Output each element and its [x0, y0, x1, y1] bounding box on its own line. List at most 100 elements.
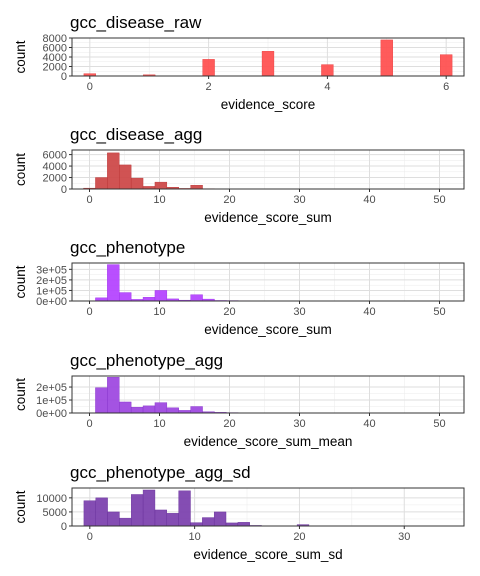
- y-tick-label: 5000: [43, 507, 67, 519]
- x-tick-label: 30: [293, 306, 305, 318]
- histogram-bar: [119, 292, 132, 302]
- x-tick-label: 50: [433, 194, 445, 206]
- histogram-bar: [261, 51, 275, 77]
- histogram-bar: [130, 406, 144, 414]
- x-tick-label: 40: [363, 306, 375, 318]
- x-tick-label: 10: [153, 306, 165, 318]
- x-tick-label: 50: [433, 418, 445, 430]
- x-tick-label: 6: [443, 81, 449, 93]
- y-tick-label: 0: [61, 184, 67, 196]
- x-tick-label: 20: [223, 418, 235, 430]
- x-tick-label: 0: [87, 531, 93, 543]
- y-tick-label: 3e+05: [36, 264, 67, 276]
- panel-border: [71, 262, 465, 302]
- x-tick-label: 0: [86, 306, 92, 318]
- histogram-bar: [440, 54, 453, 77]
- x-tick-label: 50: [433, 306, 445, 318]
- histogram-bar: [107, 377, 120, 414]
- panel-title: gcc_phenotype_agg_sd: [70, 463, 251, 482]
- histogram-bar: [130, 177, 144, 190]
- histogram-bar: [380, 39, 393, 77]
- histogram-bar: [190, 406, 203, 414]
- x-axis-label: evidence_score_sum_sd: [193, 547, 342, 562]
- y-axis-label: count: [13, 153, 28, 186]
- histogram-bar: [190, 294, 203, 302]
- y-axis-label: count: [13, 265, 28, 298]
- histogram-bar: [119, 517, 132, 527]
- x-tick-label: 0: [86, 418, 92, 430]
- histogram-bar: [202, 517, 215, 527]
- histogram-bar: [95, 497, 108, 527]
- y-tick-label: 2000: [43, 62, 67, 74]
- panel-title: gcc_phenotype_agg: [70, 351, 223, 370]
- y-tick-label: 2000: [43, 173, 67, 185]
- panel-border: [71, 149, 465, 190]
- x-tick-label: 0: [87, 81, 93, 93]
- x-tick-label: 0: [86, 194, 92, 206]
- y-tick-label: 10000: [36, 493, 67, 505]
- x-axis-label: evidence_score_sum: [204, 322, 332, 337]
- histogram-bar: [142, 297, 156, 302]
- histogram-bar: [95, 387, 108, 414]
- panel-5: gcc_phenotype_agg_sd 0 10 20 30 0 5000 10000 evi…: [13, 463, 465, 562]
- x-tick-label: 40: [363, 418, 375, 430]
- histogram-bar: [142, 489, 156, 527]
- x-tick-label: 40: [363, 194, 375, 206]
- panel-3: gcc_phenotype 0 10 20 30 40 50 0e+001e+052e+053…: [13, 238, 465, 337]
- histogram-bar: [321, 64, 334, 77]
- x-tick-label: 30: [293, 418, 305, 430]
- histogram-bar: [237, 522, 250, 527]
- histogram-bar: [142, 405, 156, 414]
- x-tick-label: 20: [223, 306, 235, 318]
- histogram-bar: [166, 407, 179, 414]
- histogram-bar: [178, 490, 191, 527]
- panel-title: gcc_phenotype: [70, 238, 185, 257]
- y-tick-label: 2e+05: [36, 382, 67, 394]
- y-tick-label: 0: [61, 71, 67, 83]
- y-tick-label: 4000: [43, 52, 67, 64]
- plot-background: [72, 376, 464, 413]
- y-tick-label: 2e+05: [36, 275, 67, 287]
- histogram-bar: [131, 494, 144, 527]
- histogram-bar: [166, 513, 179, 527]
- x-tick-label: 20: [223, 194, 235, 206]
- x-tick-label: 10: [153, 418, 165, 430]
- histogram-bar: [154, 290, 168, 302]
- histogram-bar: [213, 511, 227, 527]
- x-tick-label: 4: [324, 81, 330, 93]
- y-tick-label: 0e+00: [36, 408, 67, 420]
- x-tick-label: 10: [189, 531, 201, 543]
- panel-title: gcc_disease_agg: [70, 125, 202, 144]
- x-tick-label: 20: [293, 531, 305, 543]
- x-tick-label: 2: [206, 81, 212, 93]
- y-tick-label: 1e+05: [36, 395, 67, 407]
- y-tick-label: 8000: [43, 33, 67, 45]
- y-tick-label: 6000: [43, 150, 67, 162]
- histogram-bar: [154, 509, 168, 527]
- x-axis-label: evidence_score_sum: [204, 210, 332, 225]
- histogram-bar: [154, 402, 168, 414]
- y-axis-label: count: [13, 378, 28, 411]
- histogram-bar: [107, 511, 120, 527]
- y-tick-label: 6000: [43, 43, 67, 55]
- y-tick-label: 0: [61, 521, 67, 533]
- y-axis-label: count: [13, 490, 28, 523]
- histogram-bar: [119, 164, 132, 190]
- panel-border: [71, 375, 465, 414]
- histogram-bar: [190, 522, 203, 527]
- y-tick-label: 4000: [43, 161, 67, 173]
- y-axis-label: count: [13, 40, 28, 73]
- histogram-bar: [95, 177, 108, 190]
- histogram-bar: [202, 59, 215, 77]
- panel-border: [71, 487, 465, 527]
- histogram-bar: [190, 185, 203, 190]
- y-tick-label: 0e+00: [36, 296, 67, 308]
- histogram-bar: [119, 401, 132, 414]
- x-axis-label: evidence_score_sum_mean: [184, 434, 353, 449]
- histogram-bar: [154, 181, 168, 190]
- panel-title: gcc_disease_raw: [70, 13, 202, 32]
- histogram-bar: [83, 500, 96, 527]
